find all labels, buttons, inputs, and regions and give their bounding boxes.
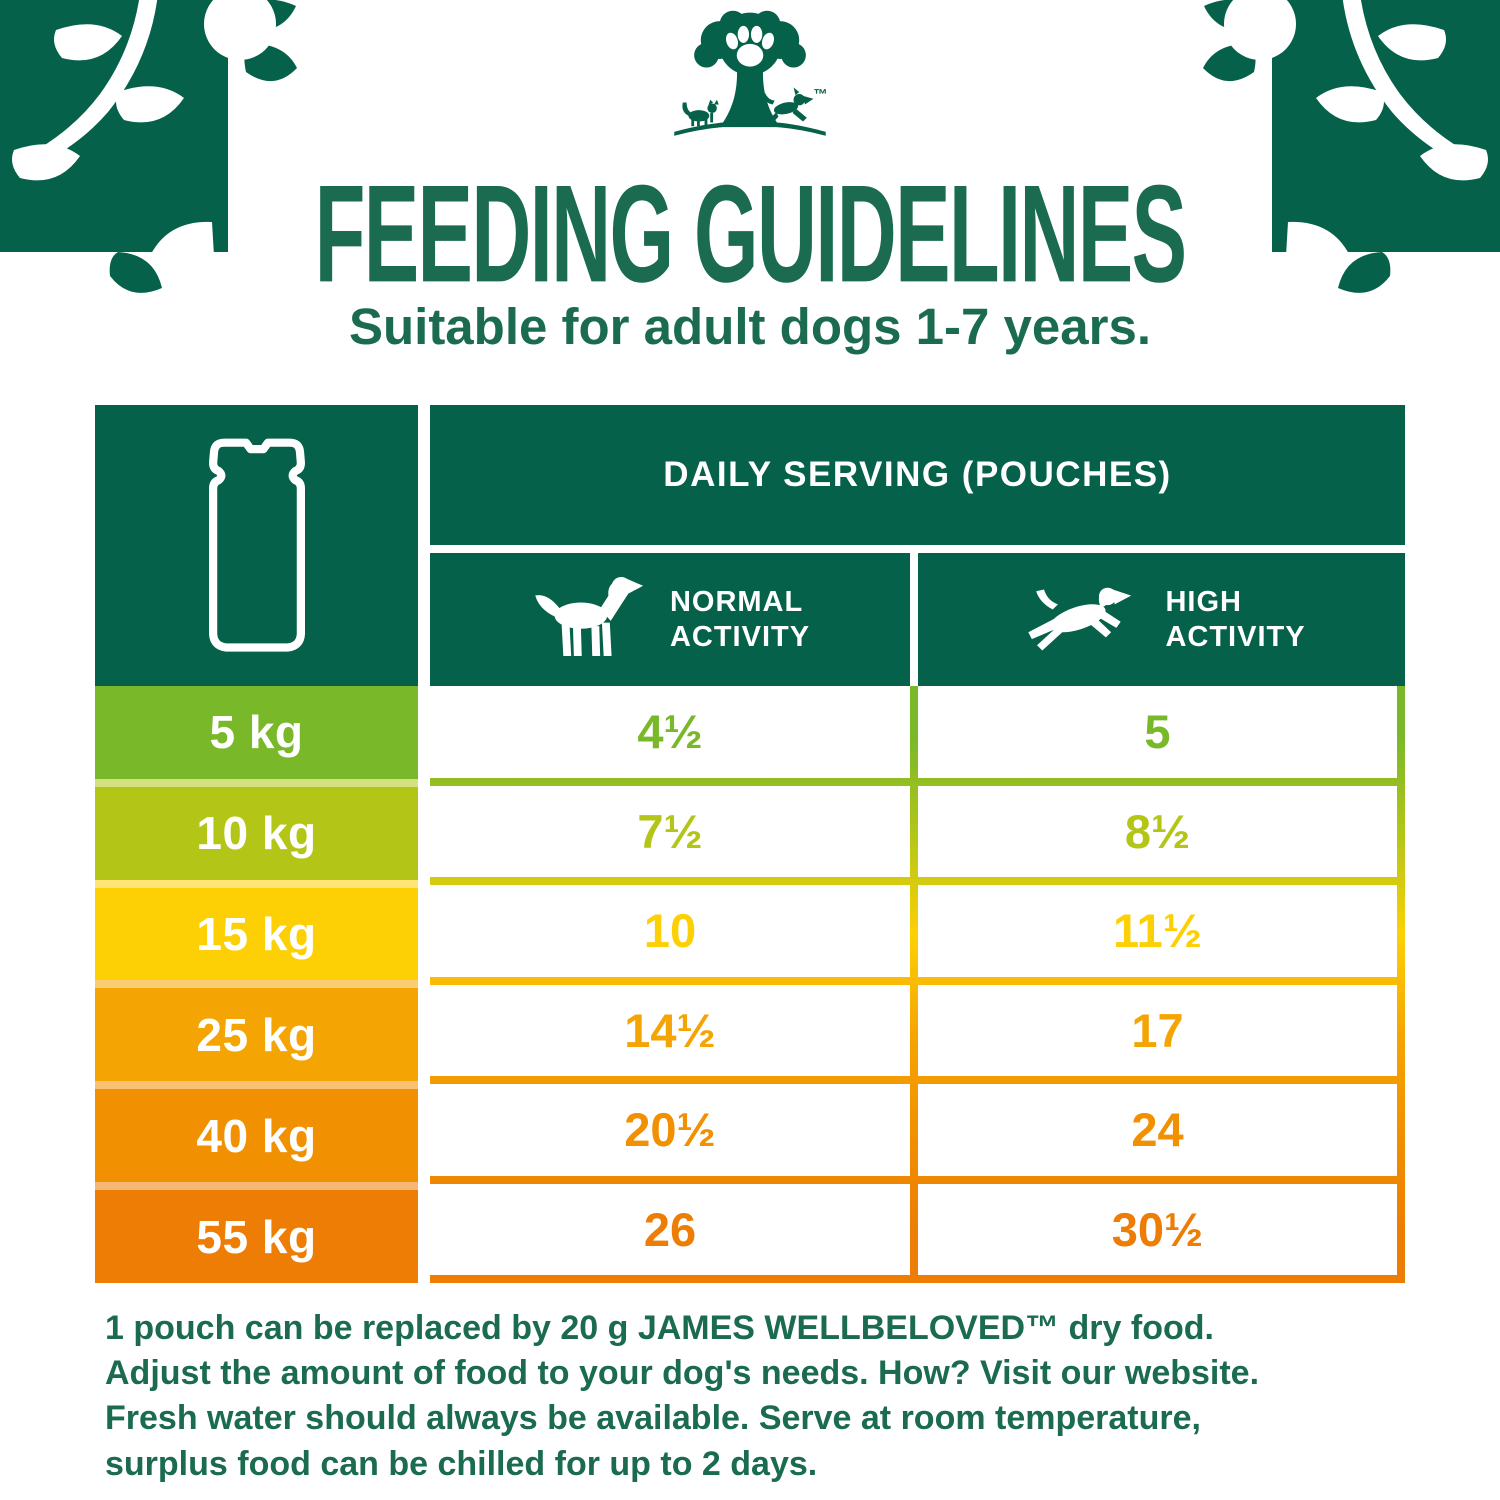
normal-activity-line2: ACTIVITY	[669, 620, 811, 653]
serving-value-high: 11½	[918, 885, 1397, 977]
normal-activity-header: NORMAL ACTIVITY	[430, 553, 910, 686]
weight-column: 5 kg 10 kg 15 kg 25 kg 40 kg 55 kg	[95, 686, 418, 1283]
page-title: FEEDING GUIDELINES	[314, 155, 1187, 311]
serving-value-high: 8½	[918, 785, 1397, 877]
footer-line: Fresh water should always be available. …	[105, 1399, 1201, 1438]
high-activity-header: HIGH ACTIVITY	[918, 553, 1405, 686]
high-activity-line2: ACTIVITY	[1165, 620, 1306, 653]
normal-activity-label: NORMAL ACTIVITY	[670, 585, 810, 653]
weight-cell: 10 kg	[95, 778, 418, 880]
serving-value-high: 24	[918, 1084, 1397, 1176]
serving-value-high: 17	[918, 984, 1397, 1076]
activity-header-row: NORMAL ACTIVITY	[430, 553, 1405, 686]
pouch-icon	[208, 438, 305, 652]
serving-value-high: 30½	[918, 1183, 1397, 1275]
serving-value-high: 5	[918, 686, 1397, 778]
high-activity-line1: HIGH	[1165, 586, 1242, 619]
weight-cell: 40 kg	[95, 1081, 418, 1183]
trademark-symbol: ™	[813, 87, 827, 103]
page-subtitle: Suitable for adult dogs 1-7 years.	[348, 298, 1152, 355]
weight-cell: 15 kg	[95, 879, 418, 981]
leaf-decoration-top-right-icon	[1203, 0, 1500, 293]
serving-value-normal: 10	[430, 885, 910, 977]
weight-cell: 25 kg	[95, 980, 418, 1082]
weight-cell: 55 kg	[95, 1182, 418, 1283]
daily-serving-header: DAILY SERVING (POUCHES)	[430, 405, 1405, 545]
serving-value-normal: 26	[430, 1183, 910, 1275]
serving-value-normal: 7½	[430, 785, 910, 877]
footer-notes: 1 pouch can be replaced by 20 g JAMES WE…	[105, 1306, 1405, 1487]
dog-jumping-icon	[1028, 587, 1132, 650]
serving-value-normal: 20½	[430, 1084, 910, 1176]
serving-value-normal: 14½	[430, 984, 910, 1076]
leaf-decoration-top-left-icon	[0, 0, 297, 293]
normal-activity-line1: NORMAL	[669, 586, 804, 619]
footer-line: surplus food can be chilled for up to 2 …	[105, 1444, 818, 1483]
footer-line: Adjust the amount of food to your dog's …	[105, 1354, 1260, 1393]
serving-header-group: DAILY SERVING (POUCHES)	[430, 405, 1405, 686]
dog-standing-icon	[535, 576, 644, 656]
serving-value-normal: 4½	[430, 686, 910, 778]
feeding-guidelines-table: DAILY SERVING (POUCHES)	[95, 405, 1405, 1283]
weight-cell: 5 kg	[95, 686, 418, 779]
pouch-header-cell	[95, 405, 418, 686]
footer-line: 1 pouch can be replaced by 20 g JAMES WE…	[105, 1309, 1214, 1347]
high-activity-label: HIGH ACTIVITY	[1165, 585, 1305, 653]
values-grid: 4½ 5 7½ 8½ 10 11½ 14½ 17 20½ 24 26 30½	[430, 686, 1405, 1283]
tree-paw-logo-icon: ™	[674, 10, 828, 136]
